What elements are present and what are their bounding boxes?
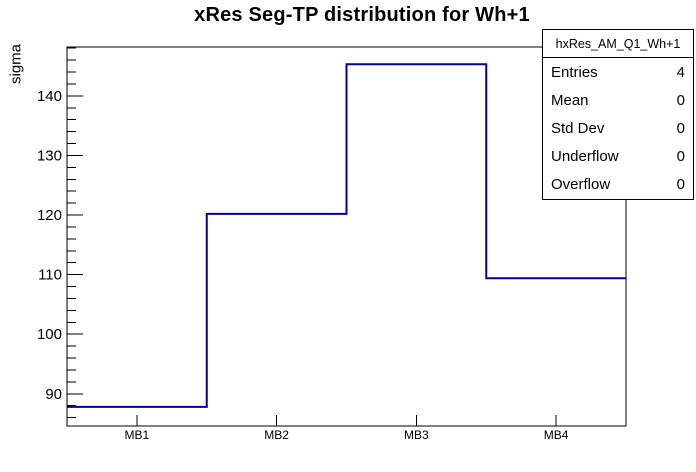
stats-row-value: 4 (676, 63, 685, 81)
stats-box-title: hxRes_AM_Q1_Wh+1 (543, 30, 693, 58)
stats-row-label: Mean (551, 91, 589, 109)
x-tick-label: MB1 (125, 428, 150, 442)
stats-row: Overflow 0 (543, 176, 693, 193)
stats-row-value: 0 (676, 148, 685, 166)
y-tick-label: 110 (38, 267, 62, 284)
stats-row: Entries 4 (543, 64, 693, 81)
y-tick-label: 120 (37, 207, 62, 224)
stats-row-label: Std Dev (551, 119, 605, 137)
stats-row-value: 0 (676, 91, 685, 109)
x-tick-label: MB4 (544, 428, 569, 442)
y-tick-label: 130 (37, 147, 62, 164)
stats-row-label: Overflow (551, 176, 611, 194)
plot-frame (66, 46, 627, 427)
x-tick-label: MB2 (264, 428, 289, 442)
stats-row-label: Underflow (551, 148, 619, 166)
stats-row: Mean 0 (543, 92, 693, 109)
y-tick-label: 90 (45, 386, 62, 403)
stats-row-value: 0 (676, 119, 685, 137)
stats-row: Std Dev 0 (543, 120, 693, 137)
stats-row-label: Entries (551, 63, 598, 81)
stats-box: hxRes_AM_Q1_Wh+1 Entries 4 Mean 0 Std Dev 0 Un… (542, 29, 694, 200)
y-tick-label: 140 (37, 88, 62, 105)
y-tick-label: 100 (37, 326, 62, 343)
stats-row-value: 0 (676, 176, 685, 194)
stats-row: Underflow 0 (543, 148, 693, 165)
stats-rows: Entries 4 Mean 0 Std Dev 0 Underflow 0 Overflow 0 (543, 58, 693, 199)
histogram-line (67, 63, 626, 408)
chart-title: xRes Seg-TP distribution for Wh+1 (194, 4, 530, 26)
x-tick-label: MB3 (404, 428, 429, 442)
